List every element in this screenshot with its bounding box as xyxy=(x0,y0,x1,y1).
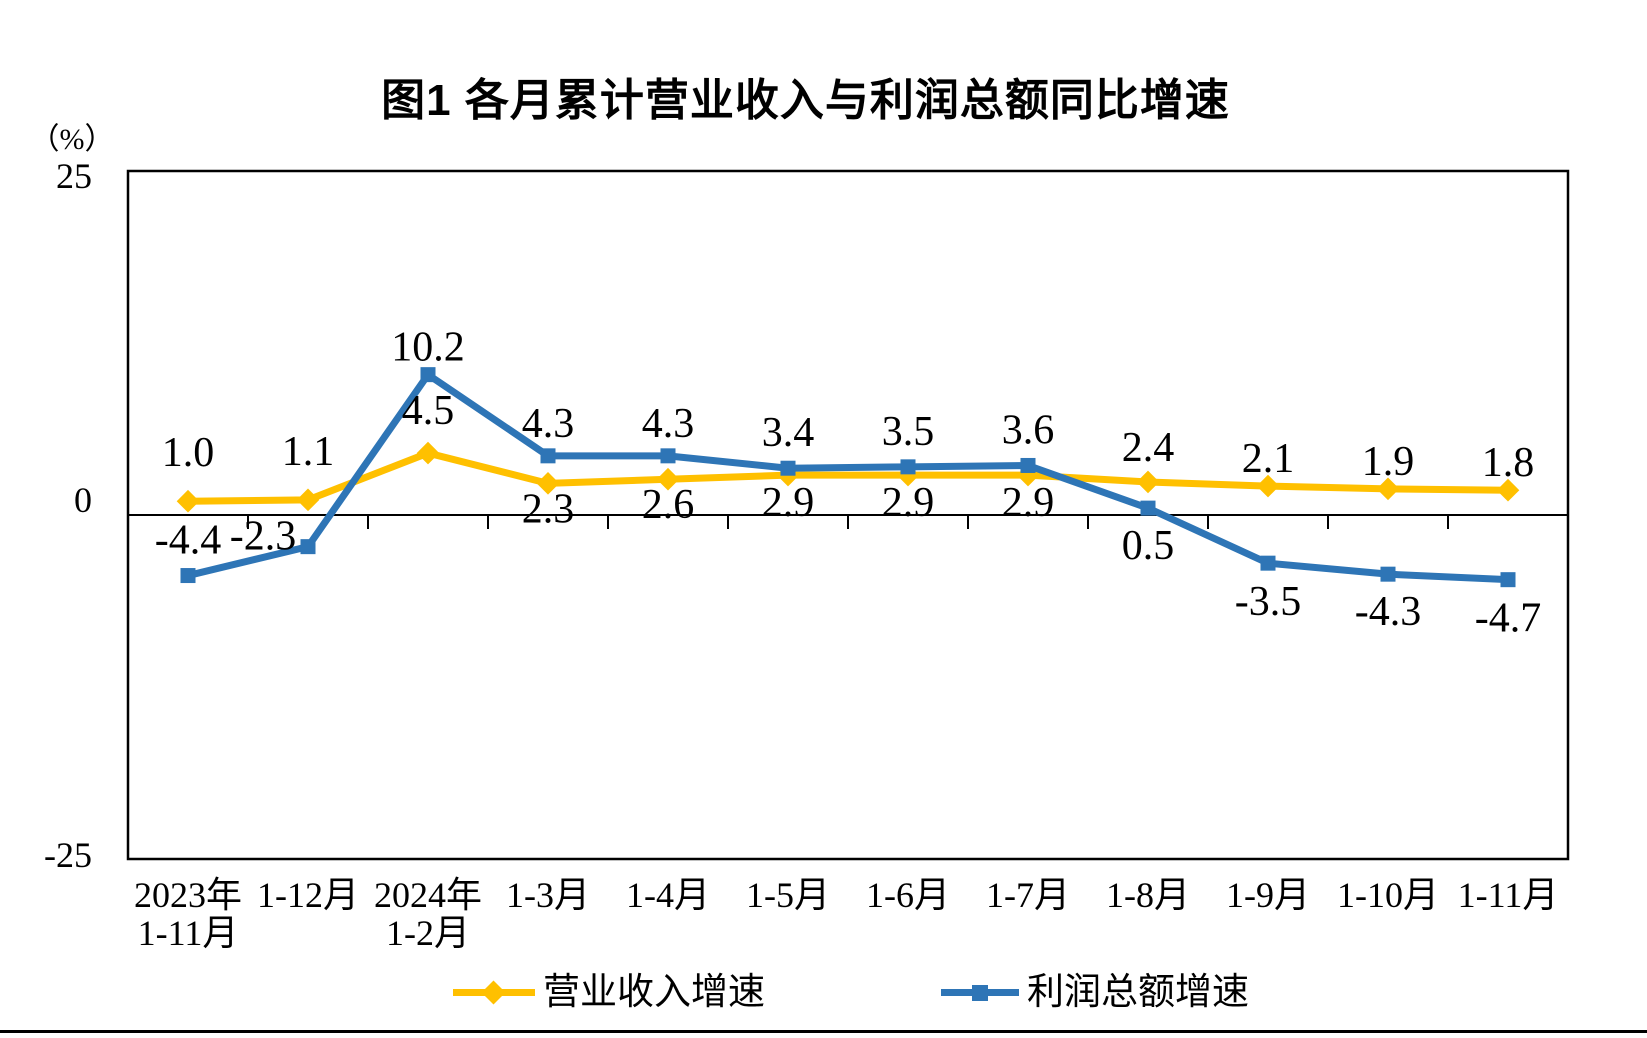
square-marker-icon xyxy=(1380,566,1396,582)
chart-title: 图1 各月累计营业收入与利润总额同比增速 xyxy=(381,76,1230,125)
diamond-marker-icon xyxy=(1496,478,1520,502)
profit-data-label: 10.2 xyxy=(391,325,465,371)
profit-data-label: 3.6 xyxy=(1002,407,1055,453)
revenue-line-swatch xyxy=(453,976,535,1010)
x-axis-label: 1-7月 xyxy=(986,875,1070,915)
revenue-data-label: 2.3 xyxy=(522,486,575,532)
profit-data-label: -3.5 xyxy=(1235,579,1302,625)
revenue-line xyxy=(187,449,1509,505)
x-axis-label: 1-11月 xyxy=(138,913,239,953)
x-axis-label: 1-5月 xyxy=(746,875,830,915)
profit-data-label: -4.3 xyxy=(1355,589,1422,635)
diamond-marker-icon xyxy=(1136,470,1160,494)
x-axis-label: 1-10月 xyxy=(1337,875,1439,915)
x-axis-label: 2023年 xyxy=(134,875,242,915)
diamond-marker-icon xyxy=(176,489,200,513)
profit-data-label: 4.3 xyxy=(522,401,575,447)
revenue-data-label: 4.5 xyxy=(402,388,455,434)
profit-line xyxy=(187,369,1509,584)
bottom-divider xyxy=(0,1030,1647,1033)
x-axis-label: 2024年 xyxy=(374,875,482,915)
x-axis-label: 1-8月 xyxy=(1106,875,1190,915)
revenue-data-label: 2.4 xyxy=(1122,425,1175,471)
revenue-data-label: 1.9 xyxy=(1362,439,1415,485)
legend-item-revenue: 营业收入增速 xyxy=(453,972,765,1013)
x-axis-label: 1-3月 xyxy=(506,875,590,915)
square-marker-icon xyxy=(660,448,676,464)
profit-data-label: -2.3 xyxy=(230,514,297,560)
legend-label-revenue: 营业收入增速 xyxy=(543,972,765,1013)
diamond-marker-icon xyxy=(416,441,440,465)
square-marker-icon xyxy=(780,460,796,476)
square-marker-icon xyxy=(1020,457,1036,473)
revenue-data-label: 2.1 xyxy=(1242,436,1295,482)
square-marker-icon xyxy=(972,985,988,1001)
chart-legend: 营业收入增速 利润总额增速 xyxy=(0,972,1647,1013)
profit-data-label: 0.5 xyxy=(1122,523,1175,569)
square-marker-icon xyxy=(180,568,196,584)
diamond-marker-icon xyxy=(481,980,506,1005)
square-marker-icon xyxy=(1500,572,1516,588)
y-tick-label-25: 25 xyxy=(56,156,92,196)
x-axis-label: 1-9月 xyxy=(1226,875,1310,915)
x-axis-label: 1-12月 xyxy=(257,875,359,915)
y-tick-label-0: 0 xyxy=(74,480,92,520)
square-marker-icon xyxy=(420,367,436,383)
square-marker-icon xyxy=(300,539,316,555)
x-axis-label: 1-2月 xyxy=(386,913,470,953)
revenue-data-label: 2.9 xyxy=(1002,480,1055,526)
square-marker-icon xyxy=(900,459,916,475)
diamond-marker-icon xyxy=(536,472,560,495)
y-axis-unit-label: （%） xyxy=(29,123,115,156)
revenue-data-label: 2.9 xyxy=(762,480,815,526)
profit-data-label: 3.4 xyxy=(762,410,815,456)
y-tick-label-neg25: -25 xyxy=(44,835,92,875)
profit-data-label: 4.3 xyxy=(642,401,695,447)
profit-data-label: -4.4 xyxy=(155,518,222,564)
square-marker-icon xyxy=(1260,555,1276,571)
diamond-marker-icon xyxy=(1376,477,1400,501)
square-marker-icon xyxy=(540,448,556,464)
x-axis-label: 1-4月 xyxy=(626,875,710,915)
x-axis-label: 1-11月 xyxy=(1458,875,1559,915)
profit-line-swatch xyxy=(941,976,1019,1010)
square-marker-icon xyxy=(1140,500,1156,516)
x-axis-label: 1-6月 xyxy=(866,875,950,915)
revenue-data-label: 1.1 xyxy=(282,429,335,475)
legend-label-profit: 利润总额增速 xyxy=(1027,972,1249,1013)
revenue-data-label: 1.8 xyxy=(1482,440,1535,486)
revenue-data-label: 2.6 xyxy=(642,482,695,528)
profit-data-label: -4.7 xyxy=(1475,596,1542,642)
diamond-marker-icon xyxy=(296,488,320,512)
legend-item-profit: 利润总额增速 xyxy=(941,972,1249,1013)
diamond-marker-icon xyxy=(1256,474,1280,498)
revenue-data-label: 1.0 xyxy=(162,430,215,476)
diamond-marker-icon xyxy=(656,467,680,491)
profit-data-label: 3.5 xyxy=(882,409,935,455)
revenue-data-label: 2.9 xyxy=(882,480,935,526)
